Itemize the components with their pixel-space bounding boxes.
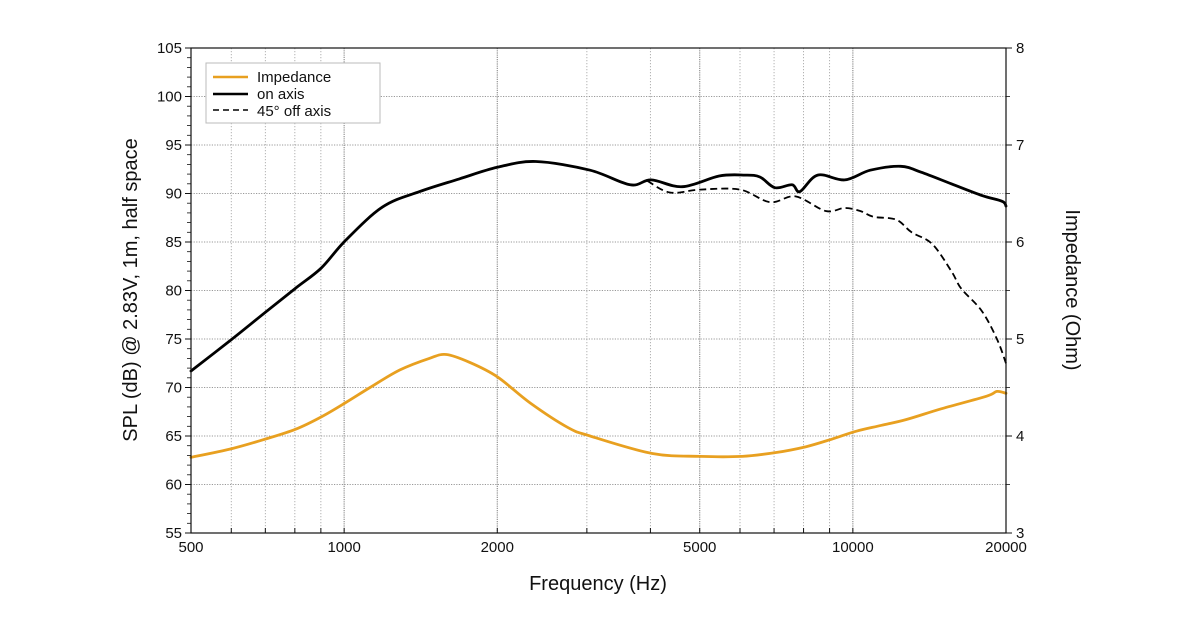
x-tick-label: 500 (178, 539, 203, 556)
y-tick-label: 105 (157, 40, 182, 57)
y-tick-label: 80 (165, 283, 182, 300)
y2-tick-label: 6 (1016, 234, 1024, 251)
y-tick-label: 55 (165, 525, 182, 542)
series-line-impedance (189, 352, 1008, 459)
y-tick-label: 95 (165, 137, 182, 154)
x-axis-ticks: 500 1000 2000 5000 10000 20000 (178, 528, 1027, 556)
y-tick-label: 90 (165, 186, 182, 203)
y-tick-label: 60 (165, 477, 182, 494)
y-tick-label: 65 (165, 428, 182, 445)
x-tick-label: 10000 (832, 539, 874, 556)
y2-tick-label: 7 (1016, 137, 1024, 154)
series-line-on-axis (189, 160, 1008, 373)
y2-tick-label: 8 (1016, 40, 1024, 57)
legend-label-on-axis: on axis (257, 86, 305, 103)
y-tick-label: 75 (165, 331, 182, 348)
x-tick-label: 5000 (683, 539, 716, 556)
y-tick-label: 70 (165, 380, 182, 397)
y2-axis-title: Impedance (Ohm) (1061, 209, 1083, 370)
y-axis-title: SPL (dB) @ 2.83V, 1m, half space (120, 138, 142, 441)
y2-tick-label: 4 (1016, 428, 1024, 445)
legend-label-impedance: Impedance (257, 69, 331, 86)
series-group (189, 160, 1008, 459)
y2-tick-label: 3 (1016, 525, 1024, 542)
legend: Impedance on axis 45° off axis (205, 62, 381, 124)
x-axis-title: Frequency (Hz) (529, 573, 667, 595)
y-tick-label: 100 (157, 89, 182, 106)
x-tick-label: 20000 (985, 539, 1027, 556)
x-tick-label: 1000 (327, 539, 360, 556)
y-tick-label: 85 (165, 234, 182, 251)
y-axis-ticks: 55 60 65 70 75 80 85 90 95 100 105 (157, 40, 191, 542)
series-line-45-off-axis (647, 180, 1007, 364)
x-tick-label: 2000 (481, 539, 514, 556)
y2-axis-ticks: 3 4 5 6 7 8 (1006, 40, 1024, 542)
y2-tick-label: 5 (1016, 331, 1024, 348)
grid-lines (191, 48, 1006, 533)
legend-label-off-axis: 45° off axis (257, 103, 331, 120)
